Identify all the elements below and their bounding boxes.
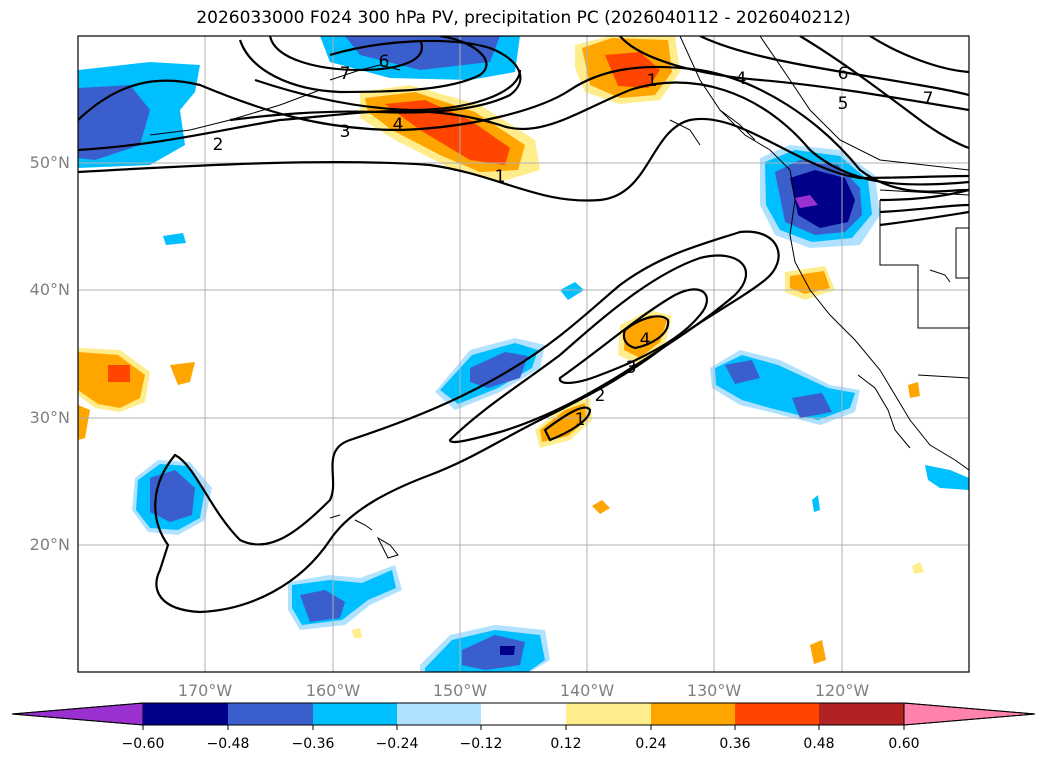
lon-label: 120°W [814,681,870,700]
precip-positive-region [352,628,362,638]
lon-label: 140°W [559,681,615,700]
contour-label: 1 [495,167,506,187]
precip-positive-region [592,500,610,514]
map-frame [77,35,970,673]
colorbar-segment [313,703,397,725]
map-area [78,36,969,672]
lat-label: 50°N [29,153,70,172]
lat-label: 30°N [29,408,70,427]
contour-label: 3 [626,358,637,378]
contour-label: 4 [640,330,651,350]
precip-negative-region [795,195,818,208]
precip-positive-region [810,640,826,664]
precip-negative-region [725,360,760,384]
precip-positive-region [605,52,660,88]
colorbar-extend-high [903,702,1036,726]
colorbar-tick-label: 0.60 [888,736,920,752]
contour-label: 3 [340,122,351,142]
contour-label: 1 [575,410,586,430]
lat-label: 40°N [29,280,70,299]
precip-negative-region [150,470,195,522]
colorbar-segment [228,703,313,725]
lat-label: 20°N [29,535,70,554]
contour-label: 2 [595,386,606,406]
precip-positive-region [170,362,195,385]
colorbar-segment [819,703,904,725]
colorbar-segment [735,703,819,725]
contour-labels: 2 3 4 1 6 7 4 6 5 7 4 3 2 1 1 [213,52,934,430]
precip-negative-region [500,646,515,655]
precip-negative-region [163,233,186,245]
colorbar-extend-low [11,702,144,726]
precip-positive-region [908,382,920,398]
colorbar-tick-label: 0.24 [635,736,667,752]
colorbar-tick-label: 0.48 [803,736,835,752]
precip-negative-region [790,170,855,228]
precip-positive-region [790,271,830,294]
colorbar-tick-label: −0.60 [121,736,165,752]
colorbar-tick-label: −0.24 [375,736,419,752]
colorbar-segment [566,703,651,725]
lon-label: 170°W [177,681,233,700]
contour-label: 6 [838,64,849,84]
colorbar-segment [651,703,735,725]
contour-label: 7 [340,64,351,84]
colorbar-tick-label: −0.48 [206,736,250,752]
colorbar-tick-label: 0.36 [719,736,751,752]
precip-negative-region [300,590,345,622]
precip-positive-region [540,403,586,442]
precip-positive-region [78,405,90,440]
precip-negative-region [470,352,528,388]
colorbar [11,702,1036,730]
pv-contours [78,36,969,614]
precip-negative-region [560,282,584,300]
colorbar-segment [143,703,228,725]
lon-label: 130°W [686,681,742,700]
precip-positive-region [912,562,924,574]
precip-negative-region [792,393,832,418]
precip-negative-region [812,495,820,512]
colorbar-tick-label: 0.12 [550,736,582,752]
lon-label: 150°W [432,681,488,700]
precip-positive-region [385,100,510,165]
precip-negative-region [925,465,969,490]
contour-label: 7 [923,89,934,109]
gridlines [78,36,969,672]
contour-label: 6 [379,52,390,72]
contour-label: 4 [393,115,404,135]
contour-label: 4 [736,69,747,89]
contour-label: 1 [647,71,658,91]
contour-label: 2 [213,135,224,155]
colorbar-tick-label: −0.12 [459,736,503,752]
chart-title: 2026033000 F024 300 hPa PV, precipitatio… [196,8,851,28]
precip-positive-region [108,365,130,382]
precip-negative-region [462,635,525,670]
colorbar-segment [481,703,566,725]
lon-label: 160°W [305,681,361,700]
contour-label: 5 [838,94,849,114]
colorbar-tick-label: −0.36 [291,736,335,752]
colorbar-segment [397,703,481,725]
